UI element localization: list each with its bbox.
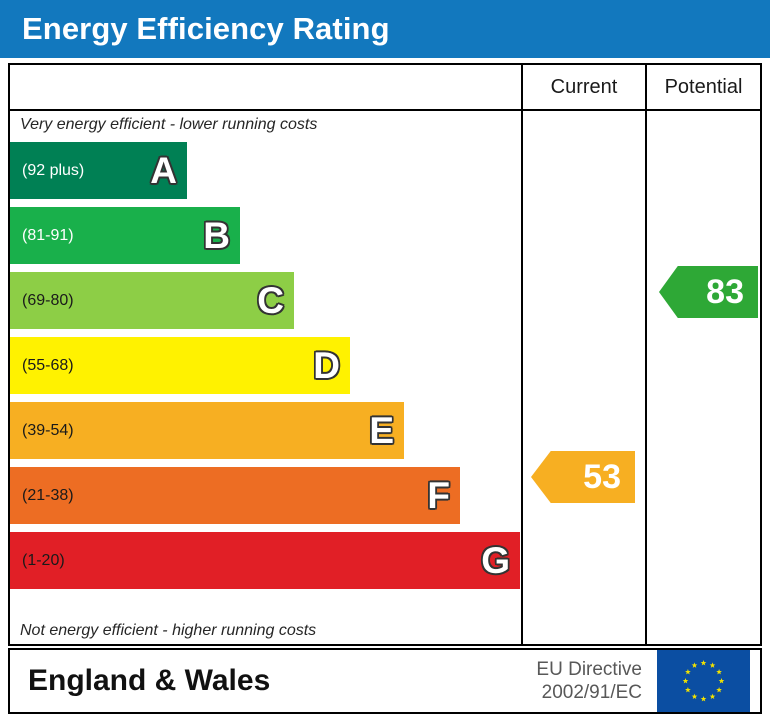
band-letter: B <box>203 215 230 256</box>
eu-flag-icon <box>657 650 750 712</box>
column-divider-potential <box>645 65 647 644</box>
potential-rating-column: 83 <box>647 111 760 644</box>
column-header-bands <box>10 65 521 109</box>
band-letter: D <box>313 345 340 386</box>
rating-table: Current Potential Very energy efficient … <box>8 63 762 646</box>
column-header-potential: Potential <box>664 75 743 98</box>
band-range: (1-20) <box>22 551 65 569</box>
page-title: Energy Efficiency Rating <box>22 11 390 46</box>
eu-directive-line2: 2002/91/EC <box>541 682 642 703</box>
band-row: (69-80) C <box>10 272 294 329</box>
eu-directive-line1: EU Directive <box>536 658 642 680</box>
current-rating-column: 53 <box>523 111 645 644</box>
band-letter: C <box>257 280 284 321</box>
band-row: (55-68) D <box>10 337 350 394</box>
band-row: (92 plus) A <box>10 142 187 199</box>
band-range: (21-38) <box>22 486 74 504</box>
footer-bar: England & Wales EU Directive 2002/91/EC <box>8 648 762 714</box>
band-range: (92 plus) <box>22 161 85 179</box>
caption-top: Very energy efficient - lower running co… <box>20 116 318 133</box>
band-letter: G <box>481 540 510 581</box>
band-row: (39-54) E <box>10 402 404 459</box>
caption-bottom: Not energy efficient - higher running co… <box>20 622 317 639</box>
table-header-row: Current Potential <box>10 65 760 111</box>
band-range: (39-54) <box>22 421 74 439</box>
potential-rating-arrow: 83 <box>659 266 758 318</box>
column-divider-current <box>521 65 523 644</box>
title-bar: Energy Efficiency Rating <box>0 0 770 58</box>
column-header-current: Current <box>550 75 618 98</box>
band-row: (1-20) G <box>10 532 520 589</box>
band-row: (81-91) B <box>10 207 240 264</box>
eu-directive-label: EU Directive 2002/91/EC <box>536 658 642 704</box>
region-label: England & Wales <box>28 664 271 697</box>
band-letter: E <box>369 410 394 451</box>
band-row: (21-38) F <box>10 467 460 524</box>
band-range: (69-80) <box>22 291 74 309</box>
band-letter: A <box>150 150 177 191</box>
band-letter: F <box>427 475 450 516</box>
bands-column: Very energy efficient - lower running co… <box>10 111 521 644</box>
current-rating-arrow: 53 <box>531 451 635 503</box>
band-range: (81-91) <box>22 226 74 244</box>
band-list: (92 plus) A (81-91) B (69-80) C (55-68) … <box>10 142 521 589</box>
band-range: (55-68) <box>22 356 74 374</box>
